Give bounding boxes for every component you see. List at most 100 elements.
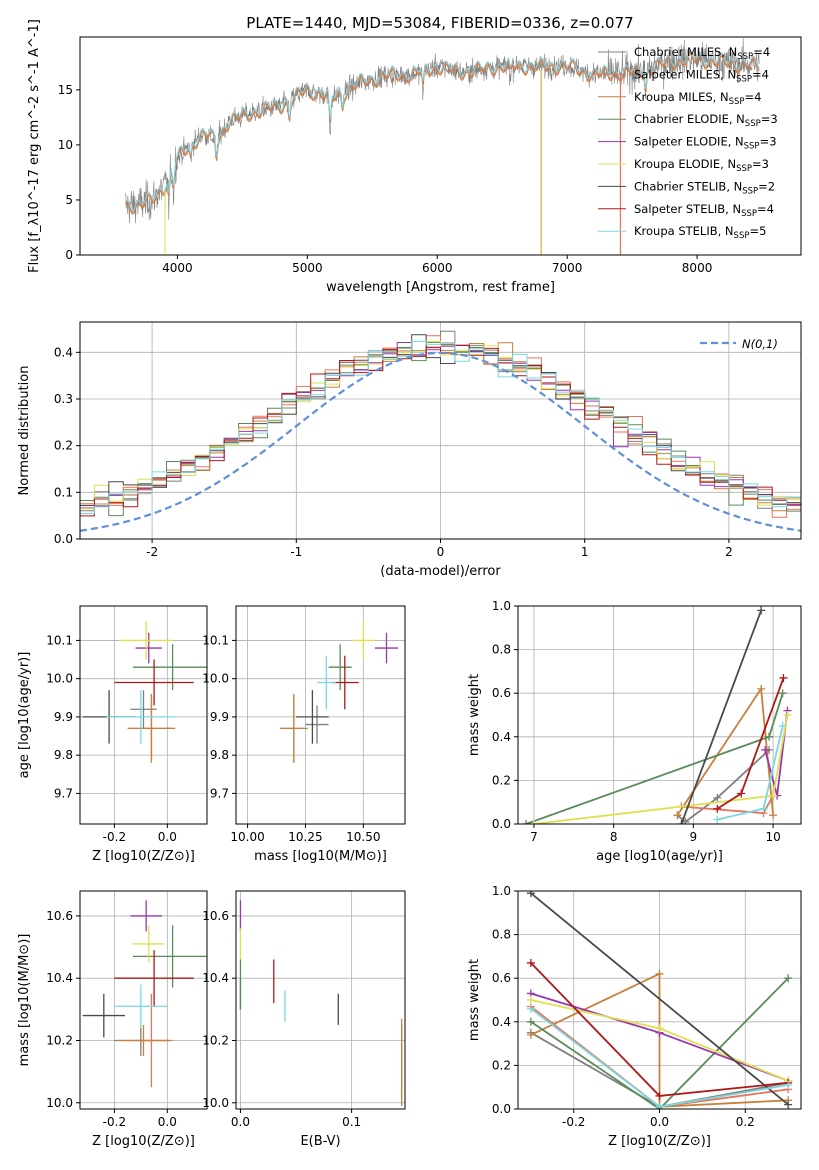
y-tick-label: 10.1 [46,633,73,647]
legend-model-name: Chabrier STELIB [634,179,726,193]
data-point [279,693,308,763]
legend-entry: Chabrier STELIB, NSSP=2 [634,179,775,196]
legend-model-name: Kroupa ELODIE [634,157,720,171]
legend-nssp-value: =3 [761,112,778,126]
x-axis-label: Z [log10(Z/Z⊙)] [92,1134,195,1149]
y-tick-label: 9.9 [54,710,73,724]
data-point [305,705,329,744]
series-line [676,749,770,823]
x-tick-label: 0.0 [650,1115,669,1129]
mw_vs_age-panel: 7 8 9 10 0.0 0.2 0.4 0.6 0.8 1.0 age [log10(age/yr… [467,599,802,864]
legend-nssp-subscript: SSP [745,119,761,129]
legend-entry: Kroupa MILES, NSSP=4 [634,90,761,107]
spectrum-panel: 4000 5000 6000 7000 8000 0 5 10 15 wavelength [An… [27,19,802,295]
y-tick-label: 0.2 [492,1058,511,1072]
gridlines [518,605,801,825]
y-tick-label: 5 [65,193,73,207]
legend-model-name: Chabrier ELODIE [634,112,729,126]
legend-nssp-value: =4 [753,45,770,59]
x-tick-label: 0.1 [342,1115,361,1129]
axes-frame [517,605,802,825]
histogram-step [80,345,801,517]
axes-frame [235,890,406,1110]
data-point [328,644,352,691]
legend-nssp-value: =4 [744,90,761,104]
y-tick-label: 0.8 [492,643,511,657]
legend-nssp-subscript: SSP [737,52,753,62]
y-tick-label: 0.6 [492,971,511,985]
series-marker [521,820,530,824]
y-tick-label: 0.0 [54,532,73,546]
series-marker [778,721,787,730]
series-marker [783,711,792,719]
legend-model-name: Salpeter STELIB [634,202,725,216]
legend-model-name: Kroupa STELIB [634,224,718,238]
data-point [127,693,176,763]
x-tick-label: 8000 [682,261,713,275]
x-tick-label: 4000 [162,261,193,275]
y-tick-label: 0.0 [492,1102,511,1116]
x-axis-label: E(B-V) [300,1134,340,1149]
legend-entry: Kroupa ELODIE, NSSP=3 [634,157,769,174]
x-tick-label: 0.0 [231,1115,250,1129]
y-tick-label: 1.0 [492,884,511,898]
mass_vs_ebv-panel: 0.0 0.1 10.0 10.2 10.4 10.6 E(B-V) [202,890,406,1149]
axes: 4000 5000 6000 7000 8000 0 5 10 15 wavelength [An… [27,19,802,295]
legend-model-name: Salpeter ELODIE [634,135,728,149]
y-tick-label: 9.7 [210,786,229,800]
data-point [296,690,329,744]
legend-nssp-value: =4 [757,202,774,216]
x-tick-label: 7 [530,830,538,844]
series-marker [757,684,766,693]
series-marker [526,1030,535,1039]
series-marker [655,969,664,978]
x-axis-label: wavelength [Angstrom, rest frame] [326,280,555,295]
legend-nssp-prefix: , N [718,224,734,238]
y-tick-label: 10.0 [202,672,229,686]
legend-entry: Chabrier ELODIE, NSSP=3 [634,112,778,129]
mass_vs_Z-panel: -0.2 0.0 10.0 10.2 10.4 10.6 Z [log10(Z/Z⊙)] ma… [17,890,208,1149]
series-marker [529,820,538,824]
x-tick-label: 0 [437,545,445,559]
x-tick-label: -0.2 [562,1115,585,1129]
data-point [82,993,125,1038]
legend-nssp-subscript: SSP [742,186,758,196]
y-axis-label: mass weight [467,674,482,756]
series-line [680,610,762,824]
age_vs_Z-panel: -0.2 0.0 9.7 9.8 9.9 10.0 10.1 Z [log10(Z/Z⊙)] a… [17,605,208,864]
legend-nssp-subscript: SSP [741,209,757,219]
gridlines [236,606,405,824]
x-tick-label: 10.50 [346,830,380,844]
series-line [530,977,789,1109]
x-tick-label: -2 [146,545,158,559]
x-tick-label: 0.0 [158,1115,177,1129]
series-marker [784,1100,793,1109]
data-point [132,925,165,963]
y-tick-label: 10.0 [46,672,73,686]
mw_vs_Z-panel: -0.2 0.0 0.2 0.0 0.2 0.4 0.6 0.8 1.0 Z [log10(Z/Z… [467,884,802,1149]
data-point [132,925,207,988]
series-marker [677,820,686,824]
legend-entry: Salpeter STELIB, NSSP=4 [634,202,774,219]
legend-nssp-value: =5 [749,224,766,238]
plot-area [80,330,801,532]
x-tick-label: 7000 [552,261,583,275]
x-axis-label: age [log10(age/yr)] [596,849,723,864]
series-marker [769,791,778,800]
series-marker [526,996,535,1004]
x-tick-label: -1 [290,545,302,559]
x-tick-label: 6000 [422,261,453,275]
series-marker [713,804,722,813]
axes: 0.0 0.1 10.0 10.2 10.4 10.6 E(B-V) [202,890,406,1149]
x-tick-label: 2 [725,545,733,559]
axes: -0.2 0.0 9.7 9.8 9.9 10.0 10.1 Z [log10(Z/Z⊙)] a… [17,605,208,864]
legend-model-name: Salpeter MILES [634,67,720,81]
series-marker [526,891,535,898]
y-axis-label: mass [log10(M/M⊙)] [17,934,32,1067]
x-tick-label: 10 [765,830,780,844]
legend-entry: Salpeter MILES, NSSP=4 [634,67,769,84]
axes-frame [235,605,406,825]
legend-nssp-value: =4 [752,67,769,81]
x-axis-label: mass [log10(M/M⊙)] [254,849,387,864]
x-tick-label: -0.2 [103,830,126,844]
